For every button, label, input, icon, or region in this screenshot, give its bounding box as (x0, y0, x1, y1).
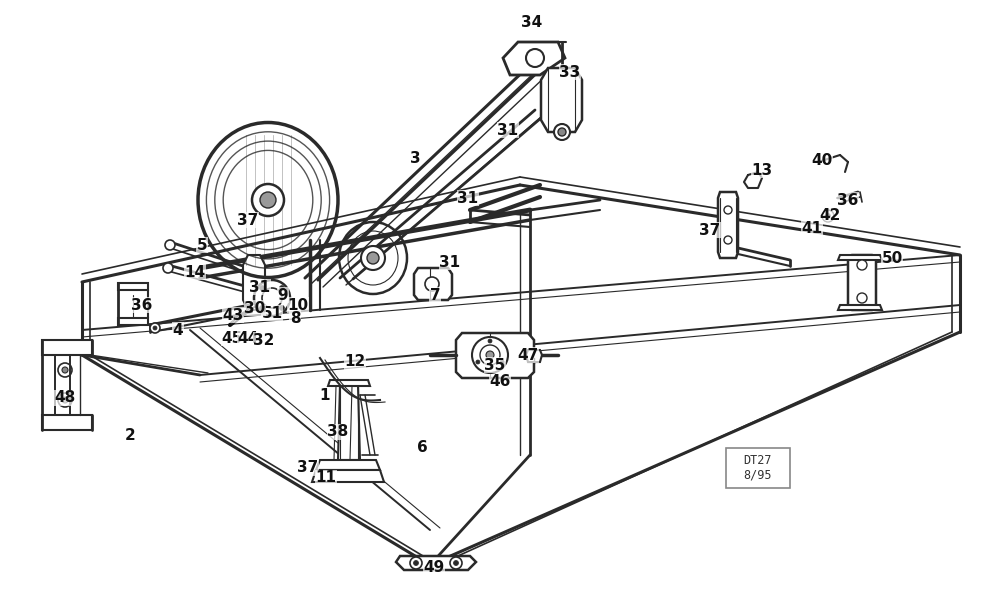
Circle shape (476, 360, 480, 364)
Polygon shape (316, 460, 380, 470)
Circle shape (558, 128, 566, 136)
Circle shape (414, 561, 418, 565)
Text: DT27
8/95: DT27 8/95 (744, 454, 772, 482)
Circle shape (450, 557, 462, 569)
Circle shape (822, 210, 834, 222)
Circle shape (472, 337, 508, 373)
Text: 2: 2 (125, 428, 135, 442)
Circle shape (252, 184, 284, 216)
Polygon shape (396, 556, 476, 570)
Text: 45: 45 (221, 330, 243, 346)
Polygon shape (456, 333, 534, 378)
Circle shape (486, 351, 494, 359)
Text: 42: 42 (819, 207, 841, 223)
Text: 1: 1 (320, 387, 330, 403)
Circle shape (825, 214, 830, 218)
Text: 40: 40 (811, 152, 833, 168)
Text: 7: 7 (430, 288, 440, 302)
Circle shape (260, 305, 265, 310)
Text: 46: 46 (489, 375, 511, 389)
Text: 47: 47 (517, 348, 539, 362)
Text: 31: 31 (249, 280, 271, 294)
Circle shape (150, 323, 160, 333)
Text: 41: 41 (801, 220, 823, 236)
Text: 37: 37 (237, 212, 259, 228)
Circle shape (724, 206, 732, 214)
Text: 44: 44 (237, 330, 259, 346)
Circle shape (153, 326, 157, 330)
Circle shape (488, 339, 492, 343)
Text: 3: 3 (410, 151, 420, 165)
Text: 6: 6 (417, 441, 427, 455)
Polygon shape (838, 305, 882, 310)
Polygon shape (118, 283, 148, 290)
Text: 34: 34 (521, 15, 543, 29)
Text: 31: 31 (439, 255, 461, 269)
Circle shape (279, 305, 284, 310)
Circle shape (410, 557, 422, 569)
Text: 37: 37 (297, 460, 319, 476)
Circle shape (454, 561, 458, 565)
Polygon shape (526, 350, 542, 362)
Circle shape (165, 240, 175, 250)
Polygon shape (848, 255, 876, 310)
Text: 31: 31 (457, 190, 479, 206)
Text: 51: 51 (261, 305, 283, 321)
FancyBboxPatch shape (726, 448, 790, 488)
Text: 9: 9 (278, 288, 288, 302)
Text: 8: 8 (290, 310, 300, 326)
Text: 30: 30 (244, 300, 266, 316)
Text: 13: 13 (751, 163, 773, 177)
Circle shape (480, 345, 500, 365)
Text: 14: 14 (184, 264, 206, 280)
Text: 32: 32 (253, 332, 275, 348)
Text: 36: 36 (837, 193, 859, 207)
Circle shape (254, 280, 290, 316)
Circle shape (62, 397, 68, 403)
Polygon shape (312, 470, 384, 482)
Text: 36: 36 (131, 297, 153, 313)
Polygon shape (42, 415, 92, 430)
Text: 31: 31 (497, 122, 519, 138)
Circle shape (526, 49, 544, 67)
Circle shape (262, 288, 282, 308)
Polygon shape (414, 268, 452, 300)
Text: 37: 37 (699, 223, 721, 237)
Polygon shape (338, 385, 360, 460)
Text: 35: 35 (484, 357, 506, 373)
Polygon shape (243, 255, 265, 310)
Polygon shape (118, 318, 148, 325)
Text: 12: 12 (344, 354, 366, 370)
Polygon shape (328, 380, 370, 386)
Circle shape (279, 286, 284, 291)
Text: 48: 48 (54, 390, 76, 406)
Circle shape (554, 124, 570, 140)
Text: 33: 33 (559, 64, 581, 80)
Circle shape (500, 360, 504, 364)
Text: 43: 43 (222, 307, 244, 323)
Circle shape (361, 246, 385, 270)
Text: 5: 5 (197, 237, 207, 253)
Circle shape (857, 293, 867, 303)
Circle shape (724, 236, 732, 244)
Circle shape (260, 286, 265, 291)
Text: 49: 49 (423, 561, 445, 575)
Polygon shape (718, 192, 738, 258)
Circle shape (260, 192, 276, 208)
Text: 10: 10 (287, 297, 309, 313)
Polygon shape (503, 42, 565, 75)
Polygon shape (838, 255, 882, 260)
Circle shape (62, 367, 68, 373)
Circle shape (857, 260, 867, 270)
Circle shape (425, 277, 439, 291)
Polygon shape (541, 68, 582, 132)
Text: 4: 4 (173, 323, 183, 337)
Polygon shape (42, 340, 92, 355)
Circle shape (367, 252, 379, 264)
Text: 38: 38 (327, 425, 349, 439)
Text: 50: 50 (881, 250, 903, 266)
Circle shape (163, 263, 173, 273)
Text: 11: 11 (316, 471, 337, 485)
